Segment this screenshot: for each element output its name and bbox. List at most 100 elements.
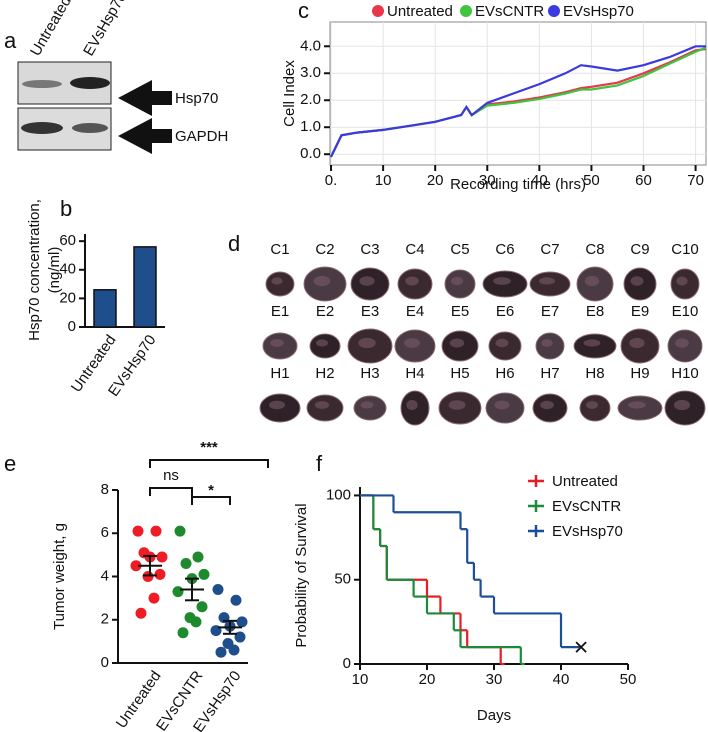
photo-label: C6: [495, 241, 514, 258]
photo-label: E4: [406, 303, 424, 320]
y-tick-label: 4: [101, 567, 109, 584]
photo-label: H7: [540, 365, 559, 382]
tumor-highlight: [586, 401, 598, 409]
legend-label: EVsHsp70: [563, 3, 634, 20]
x-axis-title: Days: [477, 707, 511, 724]
arrow: [118, 80, 172, 116]
blot: Untreated EVsHsp70 Hsp70 GAPDH: [17, 0, 228, 154]
tumor-highlight: [448, 400, 466, 410]
tumor-highlight: [358, 337, 376, 349]
photo-label: E1: [271, 303, 289, 320]
data-point: [150, 525, 162, 537]
panel-label: d: [228, 231, 240, 256]
data-point: [192, 551, 204, 563]
x-tick-label: 40: [531, 172, 548, 189]
tumor-highlight: [494, 400, 510, 410]
x-tick-label: 20: [427, 172, 444, 189]
tumor-highlight: [269, 400, 285, 410]
x-tick-label: 50: [620, 671, 637, 688]
photo-label: H10: [671, 365, 699, 382]
photo-label: C7: [540, 241, 559, 258]
data-point: [234, 631, 246, 643]
band-label: GAPDH: [175, 128, 228, 145]
tumor-highlight: [449, 338, 465, 348]
tumor-highlight: [314, 401, 330, 409]
photo-label: E5: [451, 303, 469, 320]
y-axis-title: Hsp70 concentration,: [26, 199, 43, 341]
data-point: [230, 594, 242, 606]
tumor-highlight: [313, 275, 331, 287]
tumor-highlight: [360, 401, 374, 409]
tumor-highlight: [630, 276, 644, 286]
photo-label: H6: [495, 365, 514, 382]
photo-label: C5: [450, 241, 469, 258]
data-point: [236, 616, 248, 628]
photo-label: C8: [585, 241, 604, 258]
y-tick-label: 3.0: [300, 64, 321, 81]
y-tick-label: 8: [101, 481, 109, 498]
plot-frame: [329, 21, 707, 166]
photo-label: E10: [672, 303, 699, 320]
photo-label: H3: [360, 365, 379, 382]
photo-label: E2: [316, 303, 334, 320]
photo-label: E9: [631, 303, 649, 320]
x-tick-label: 0.: [325, 172, 338, 189]
data-point: [135, 607, 147, 619]
photo-label: C2: [315, 241, 334, 258]
y-tick-label: 2.0: [300, 91, 321, 108]
significance-label: *: [208, 482, 214, 499]
arrow: [118, 118, 172, 154]
tumor-highlight: [359, 276, 375, 286]
tumor-highlight: [674, 399, 690, 411]
band: [70, 77, 110, 89]
y-axis-title: Probability of Survival: [293, 503, 310, 647]
data-point: [172, 586, 184, 598]
y-tick-label: 100: [326, 486, 351, 503]
panel-label: b: [60, 196, 72, 221]
photo-label: C3: [360, 241, 379, 258]
x-tick-label: 30: [486, 671, 503, 688]
photo-label: E7: [541, 303, 559, 320]
tumor-highlight: [541, 339, 553, 347]
panel-label: e: [4, 451, 16, 476]
tumor-highlight: [676, 276, 688, 286]
tumor-highlight: [539, 277, 555, 285]
tumor-highlight: [316, 339, 328, 347]
y-axis-title: (ng/ml): [46, 247, 63, 294]
photo-label: H2: [315, 365, 334, 382]
y-tick-label: 4.0: [300, 37, 321, 54]
tumor-photos: C1 C2 C3 C4 C5 C6 C7 C8 C9 C10 E1 E2 E3 E4 E5 E6 E7 E8 E9 E…: [259, 241, 706, 426]
significance-bracket: [149, 487, 193, 496]
x-tick-label: 60: [635, 172, 652, 189]
photo-label: H9: [630, 365, 649, 382]
legend-label: EVsHsp70: [552, 523, 623, 540]
y-tick-label: 0.0: [300, 145, 321, 162]
y-tick-label: 60: [59, 232, 76, 249]
photo-label: E6: [496, 303, 514, 320]
legend-marker: [460, 5, 472, 17]
tumor-highlight: [540, 400, 554, 410]
significance-bracket: [191, 496, 231, 505]
band-label: Hsp70: [175, 90, 218, 107]
data-point: [154, 568, 166, 580]
x-tick-label: 50: [583, 172, 600, 189]
y-tick-label: 1.0: [300, 118, 321, 135]
y-tick-label: 0: [343, 655, 351, 672]
bar: [93, 289, 117, 328]
censor-mark: [575, 641, 587, 653]
tumor-highlight: [451, 276, 463, 286]
legend-label: Untreated: [552, 473, 618, 490]
photo-label: C1: [270, 241, 289, 258]
tumor-highlight: [270, 339, 284, 347]
photo-label: C4: [405, 241, 424, 258]
y-tick-label: 50: [334, 571, 351, 588]
data-point: [212, 583, 224, 595]
photo-label: E8: [586, 303, 604, 320]
photo-label: H8: [585, 365, 604, 382]
legend-label: Untreated: [387, 3, 453, 20]
y-tick-label: 6: [101, 524, 109, 541]
data-point: [180, 558, 192, 570]
lane-label: EVsHsp70: [80, 0, 130, 59]
lane-label: Untreated: [27, 0, 75, 59]
data-point: [174, 525, 186, 537]
